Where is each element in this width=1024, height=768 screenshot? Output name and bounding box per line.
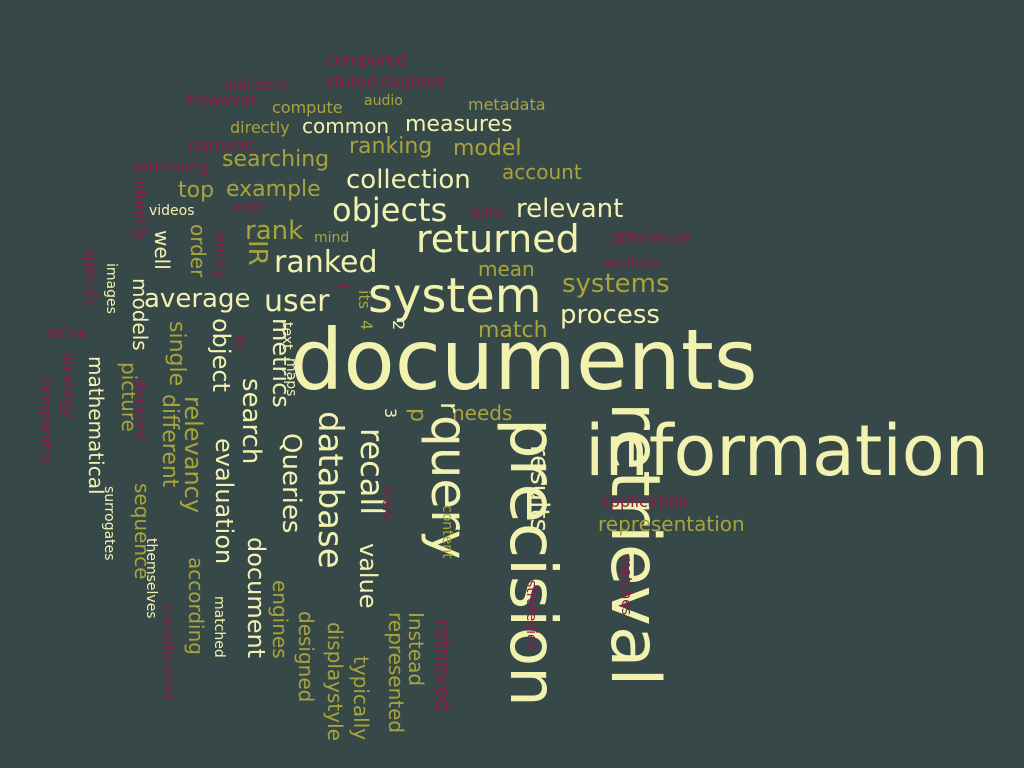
word-content: content [439, 505, 455, 559]
word-objects: objects [332, 191, 448, 229]
word-text: text [279, 322, 295, 350]
word-4: 4 [357, 320, 376, 331]
word-wishes: wishes [604, 253, 659, 272]
word-user: user [264, 284, 330, 319]
word-retrieving: retrieving [132, 157, 210, 176]
word-according: according [184, 557, 208, 655]
word-directly: directly [230, 118, 290, 137]
word-specific: specific [81, 248, 100, 309]
word-data: data [471, 206, 503, 222]
word-designed: designed [294, 611, 318, 703]
word-themselves: themselves [143, 538, 159, 619]
word-single: single [164, 321, 189, 387]
word-document: document [242, 537, 270, 659]
word-ranked: ranked [274, 245, 378, 280]
word-mathematical: mathematical [84, 356, 108, 495]
word-compute: compute [272, 98, 343, 117]
word-example: example [226, 177, 321, 202]
word-represented: represented [384, 612, 408, 734]
word-top: top [178, 178, 215, 203]
word-results: results [524, 445, 554, 533]
word-well: well [150, 230, 174, 270]
word-documents: documents [290, 311, 758, 409]
word-its: its [355, 290, 374, 310]
word-measures: measures [405, 112, 513, 137]
word-be: be [231, 334, 247, 352]
word-retrieval: retrieval [595, 402, 674, 687]
word-matched: matched [211, 596, 227, 658]
word-value: value [354, 543, 382, 609]
word-videos: videos [149, 203, 195, 219]
word-difference: difference [610, 228, 691, 247]
word-degrees: degrees [380, 72, 445, 91]
word-typically: typically [349, 656, 373, 741]
word-iterated: iterated [131, 378, 150, 442]
word-entity: entity [211, 233, 230, 280]
word-score: score [379, 484, 395, 522]
word-metadata: metadata [468, 95, 546, 114]
word-refine: refine [47, 325, 88, 341]
word-systems: systems [562, 269, 670, 299]
word-2: 2 [389, 320, 408, 331]
word-common: common [302, 114, 390, 138]
word-average: average [144, 284, 251, 314]
word-object: object [207, 318, 235, 392]
word-match: match [478, 318, 548, 343]
word-mean: mean [478, 257, 535, 281]
word-kept: kept [232, 200, 263, 216]
word-r: r [434, 402, 464, 413]
word-1: 1 [333, 281, 352, 292]
word-queries: Queries [276, 433, 306, 534]
word-transformed: transformed [159, 603, 178, 702]
word-search: search [236, 378, 266, 465]
word-database: database [310, 411, 350, 569]
word-incorporates: incorporates [37, 376, 53, 464]
word-collection: collection [346, 165, 471, 195]
word-3: 3 [381, 408, 400, 419]
word-strategy: strategy [59, 352, 78, 419]
word-engines: engines [268, 580, 292, 659]
word-however: However [186, 90, 257, 109]
word-model: model [453, 136, 522, 161]
word-identify: identify [131, 180, 150, 241]
word-system: system [368, 268, 542, 324]
word-order: order [186, 224, 210, 278]
word-different: different [157, 394, 182, 488]
word-matches: matches [618, 555, 634, 616]
word-suitable: suitable [224, 75, 288, 94]
word-process: process [560, 300, 660, 330]
word-images: images [103, 263, 119, 314]
word-compared: compared [326, 50, 407, 69]
word-searching: searching [222, 147, 330, 172]
word-numeric: numeric [188, 136, 254, 155]
word-stored: stored [326, 72, 377, 91]
word-application: application [600, 492, 689, 511]
word-audio: audio [364, 93, 403, 109]
word-ir: IR [242, 240, 272, 266]
word-account: account [502, 160, 582, 184]
word-models: models [128, 278, 152, 351]
word-evaluation: evaluation [210, 438, 238, 565]
word-instead: Instead [404, 612, 428, 687]
word-rank: rank [245, 216, 304, 246]
word-returned: returned [416, 217, 580, 261]
word-information: information [585, 410, 990, 492]
word-p: p [405, 408, 430, 422]
word-surrogates: surrogates [101, 486, 117, 561]
word-displaystyle: displaystyle [323, 622, 347, 741]
word-ranking: ranking [349, 134, 433, 159]
word-maps: maps [283, 358, 299, 397]
word-strategies: strategies [523, 580, 539, 650]
word-needs: needs [452, 401, 513, 425]
word-mind: mind [314, 230, 350, 246]
word-retrieved: retrieved [431, 620, 455, 711]
word-relevancy: relevancy [179, 396, 207, 514]
word-representation: representation [598, 512, 745, 536]
word-relevant: relevant [516, 194, 624, 224]
